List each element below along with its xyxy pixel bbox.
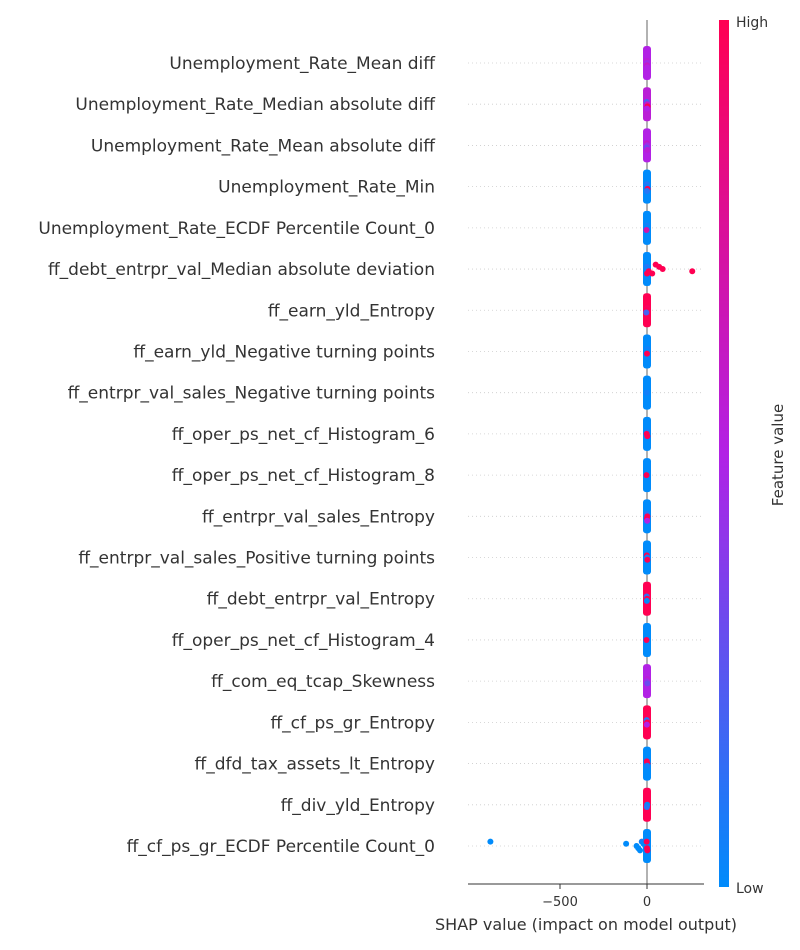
- feature-label: ff_debt_entrpr_val_Median absolute devia…: [48, 260, 435, 280]
- shap-point: [644, 556, 651, 563]
- shap-points: [487, 46, 696, 863]
- feature-label: ff_oper_ps_net_cf_Histogram_4: [172, 631, 435, 651]
- shap-point: [643, 597, 650, 604]
- x-axis-ticks: −500 0: [542, 884, 651, 910]
- shap-point: [644, 146, 651, 153]
- feature-label: ff_earn_yld_Negative turning points: [133, 342, 435, 362]
- feature-label: ff_oper_ps_net_cf_Histogram_8: [172, 466, 435, 486]
- shap-point: [637, 847, 644, 854]
- shap-point: [644, 350, 650, 357]
- shap-point: [644, 847, 651, 854]
- colorbar: [719, 20, 729, 887]
- feature-label: ff_cf_ps_gr_ECDF Percentile Count_0: [127, 837, 435, 857]
- shap-point: [643, 389, 650, 396]
- shap-point: [689, 268, 696, 275]
- feature-label: ff_entrpr_val_sales_Positive turning poi…: [78, 549, 435, 569]
- feature-label: ff_dfd_tax_assets_lt_Entropy: [195, 755, 435, 775]
- feature-label: ff_oper_ps_net_cf_Histogram_6: [172, 425, 435, 445]
- feature-label: ff_earn_yld_Entropy: [268, 301, 435, 321]
- x-tick-label: 0: [643, 895, 651, 910]
- x-tick-label: −500: [542, 895, 578, 910]
- feature-label: ff_cf_ps_gr_Entropy: [270, 713, 435, 733]
- shap-point: [623, 840, 630, 847]
- shap-point: [643, 472, 650, 479]
- feature-labels: Unemployment_Rate_Mean diff Unemployment_…: [38, 54, 436, 857]
- feature-label: ff_entrpr_val_sales_Negative turning poi…: [68, 384, 436, 404]
- colorbar-low-label: Low: [736, 881, 764, 897]
- feature-label: ff_div_yld_Entropy: [281, 796, 435, 816]
- feature-label: Unemployment_Rate_Min: [218, 178, 435, 198]
- shap-point: [644, 270, 650, 277]
- colorbar-high-label: High: [736, 15, 768, 31]
- feature-label: ff_com_eq_tcap_Skewness: [211, 672, 435, 692]
- feature-label: ff_entrpr_val_sales_Entropy: [202, 507, 435, 527]
- colorbar-title: Feature value: [769, 404, 787, 506]
- feature-label: Unemployment_Rate_Median absolute diff: [75, 95, 436, 115]
- shap-point: [644, 105, 650, 112]
- shap-point: [649, 270, 656, 277]
- shap-point: [643, 721, 650, 728]
- shap-point: [644, 680, 651, 687]
- shap-point: [644, 188, 650, 195]
- feature-label: ff_debt_entrpr_val_Entropy: [207, 590, 435, 610]
- shap-point: [487, 838, 494, 845]
- shap-point: [644, 433, 651, 440]
- feature-guide-lines: [468, 62, 704, 847]
- shap-point: [644, 517, 651, 524]
- feature-label: Unemployment_Rate_Mean diff: [169, 54, 436, 74]
- shap-point: [644, 64, 651, 71]
- shap-point: [643, 636, 650, 643]
- shap-point: [643, 803, 650, 810]
- shap-point: [659, 266, 666, 273]
- x-axis-title: SHAP value (impact on model output): [435, 915, 737, 934]
- shap-point: [643, 227, 650, 234]
- shap-point: [643, 309, 650, 316]
- feature-label: Unemployment_Rate_ECDF Percentile Count_…: [38, 219, 435, 239]
- feature-label: Unemployment_Rate_Mean absolute diff: [91, 136, 436, 156]
- shap-point: [643, 838, 650, 845]
- shap-point: [644, 762, 651, 769]
